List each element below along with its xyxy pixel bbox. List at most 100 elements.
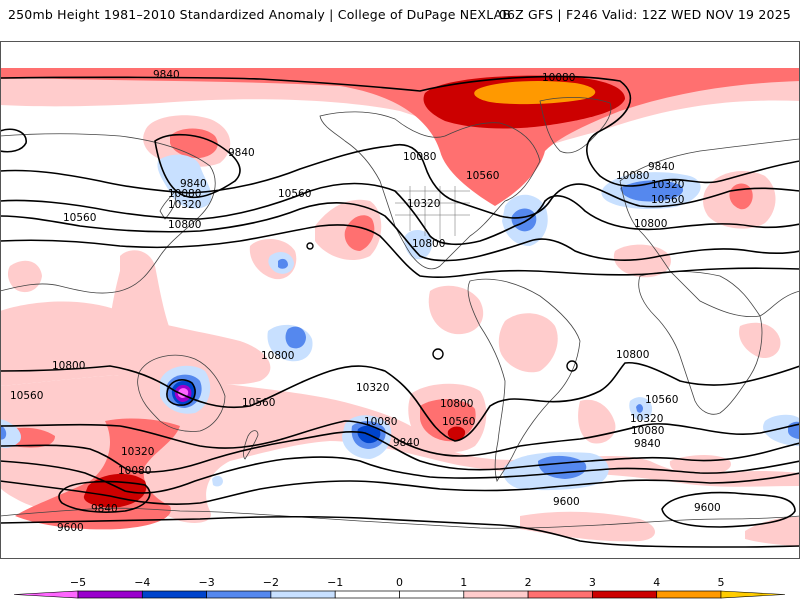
colorbar-segment: [656, 590, 722, 599]
colorbar-segment: [206, 590, 272, 599]
contour-label: 10800: [52, 360, 85, 372]
colorbar-ticks: −5 −4 −3 −2 −1 0 1 2 3 4 5: [70, 576, 725, 589]
colorbar-tick-label: −2: [263, 576, 279, 589]
colorbar-tick-label: 4: [653, 576, 660, 589]
colorbar-tick-label: 0: [396, 576, 403, 589]
colorbar-segment: [527, 590, 593, 599]
shade-satl-neg4: [636, 404, 643, 413]
shade-sepac-pos3: [447, 426, 466, 441]
contour-nh-9840-pacific-loop: [0, 128, 27, 153]
contour-label: 10080: [542, 72, 575, 84]
closed-contour-circle: [566, 360, 578, 372]
shade-arctic-pos4: [474, 81, 596, 105]
contour-label: 9600: [553, 496, 580, 508]
contour-label: 10800: [168, 219, 201, 231]
contour-label: 10800: [412, 238, 445, 250]
contour-nh-10800: [0, 224, 800, 279]
colorbar-segments: [13, 590, 786, 599]
shade-satl-pos1: [578, 399, 616, 444]
contour-label: 10080: [403, 151, 436, 163]
contour-label: 10800: [634, 218, 667, 230]
coast-north-america: [319, 111, 541, 270]
shade-iberia-pos1: [613, 244, 671, 278]
height-contours: [0, 75, 800, 548]
coast-africa: [638, 271, 763, 415]
contour-label: 9840: [648, 161, 675, 173]
shade-indo-pos1: [0, 301, 271, 386]
small-closed-contours: [306, 242, 578, 372]
contour-label: 10080: [631, 425, 664, 437]
contour-labels: 9840 9840 9840 10080 10320 10560 10800 1…: [10, 69, 721, 534]
contour-label: 10080: [364, 416, 397, 428]
colorbar-segment: [334, 590, 400, 599]
coast-australia: [137, 354, 226, 432]
colorbar-below-min: [13, 590, 79, 599]
contour-label: 10320: [630, 413, 663, 425]
contour-label: 10560: [651, 194, 684, 206]
anomaly-shading: [0, 68, 800, 546]
shade-atl-pos1: [428, 285, 484, 335]
anomaly-map: 9840 9840 9840 10080 10320 10560 10800 1…: [0, 41, 800, 559]
contour-nh-9840-top: [0, 75, 800, 187]
contour-antarctic-9600-loop: [661, 491, 796, 528]
colorbar-above-max: [720, 590, 786, 599]
contour-nh-9840-aleutian: [154, 133, 241, 199]
colorbar-tick-label: −1: [327, 576, 343, 589]
contour-sh-10560: [0, 420, 800, 457]
contour-label: 9840: [393, 437, 420, 449]
closed-contour-circle: [306, 242, 314, 250]
colorbar-legend: −5 −4 −3 −2 −1 0 1 2 3 4 5: [13, 576, 786, 599]
contour-aus-low: [166, 379, 196, 406]
contour-sh-10080: [0, 456, 800, 494]
contour-sh-9600: [0, 515, 800, 548]
coastlines: [0, 97, 800, 529]
shade-wedge-neg2: [0, 425, 7, 440]
contour-label: 10080: [168, 188, 201, 200]
contour-label: 9840: [153, 69, 180, 81]
shade-cpac-neg2: [285, 326, 306, 349]
colorbar-segment: [399, 590, 465, 599]
colorbar-segment: [141, 590, 207, 599]
contour-label: 9840: [180, 178, 207, 190]
contour-label: 9840: [228, 147, 255, 159]
contour-label: 10800: [440, 398, 473, 410]
shade-swus-neg1: [404, 229, 433, 260]
contour-label: 10560: [466, 170, 499, 182]
contour-label: 10560: [242, 397, 275, 409]
contour-sio-9840-loop: [58, 480, 151, 513]
shade-japan-neg1: [157, 154, 212, 209]
shade-tasman-neg-small: [212, 475, 223, 487]
shade-arabia-pos1: [739, 322, 781, 359]
contour-label: 9840: [634, 438, 661, 450]
contour-label: 10080: [118, 465, 151, 477]
title-right: 06Z GFS | F246 Valid: 12Z WED NOV 19 202…: [498, 7, 791, 22]
shade-samerica-pos1: [498, 313, 558, 373]
colorbar-tick-label: 5: [718, 576, 725, 589]
contour-label: 10080: [616, 170, 649, 182]
contour-label: 10320: [356, 382, 389, 394]
coast-greenland: [539, 97, 612, 154]
coast-south-america: [467, 278, 581, 482]
contour-sh-10800: [0, 361, 800, 442]
contour-label: 10320: [407, 198, 440, 210]
contour-label: 10560: [278, 188, 311, 200]
colorbar-tick-label: −3: [198, 576, 214, 589]
contour-nh-10320: [0, 182, 800, 246]
shade-sh-broad-pos1: [0, 374, 800, 523]
contour-label: 10320: [121, 446, 154, 458]
shade-hawaii-neg2: [278, 258, 288, 269]
colorbar-segment: [270, 590, 336, 599]
colorbar-tick-label: 1: [460, 576, 467, 589]
colorbar-segment: [77, 590, 143, 599]
contour-label: 10560: [442, 416, 475, 428]
colorbar-tick-label: 3: [589, 576, 596, 589]
colorbar-segment: [592, 590, 658, 599]
contour-label: 10800: [261, 350, 294, 362]
title-left: 250mb Height 1981–2010 Standardized Anom…: [8, 7, 512, 22]
colorbar-segment: [463, 590, 529, 599]
colorbar-tick-label: −5: [70, 576, 86, 589]
contour-label: 10560: [10, 390, 43, 402]
closed-contour-circle: [432, 348, 444, 360]
contour-label: 10560: [645, 394, 678, 406]
contour-label: 10320: [651, 179, 684, 191]
